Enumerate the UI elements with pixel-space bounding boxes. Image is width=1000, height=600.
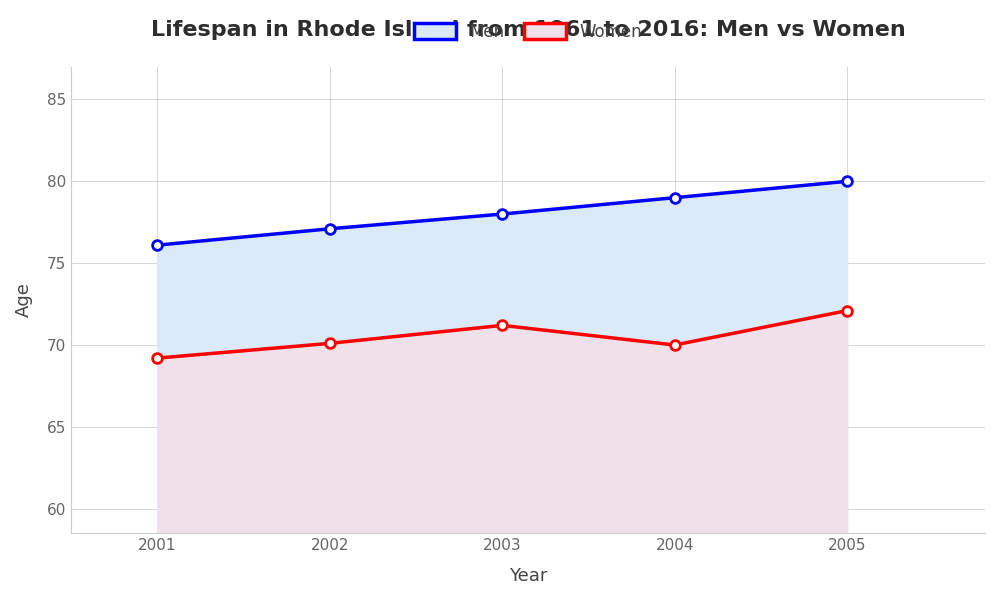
Legend: Men, Women: Men, Women	[406, 14, 650, 49]
X-axis label: Year: Year	[509, 567, 547, 585]
Title: Lifespan in Rhode Island from 1961 to 2016: Men vs Women: Lifespan in Rhode Island from 1961 to 20…	[151, 20, 905, 40]
Y-axis label: Age: Age	[15, 283, 33, 317]
